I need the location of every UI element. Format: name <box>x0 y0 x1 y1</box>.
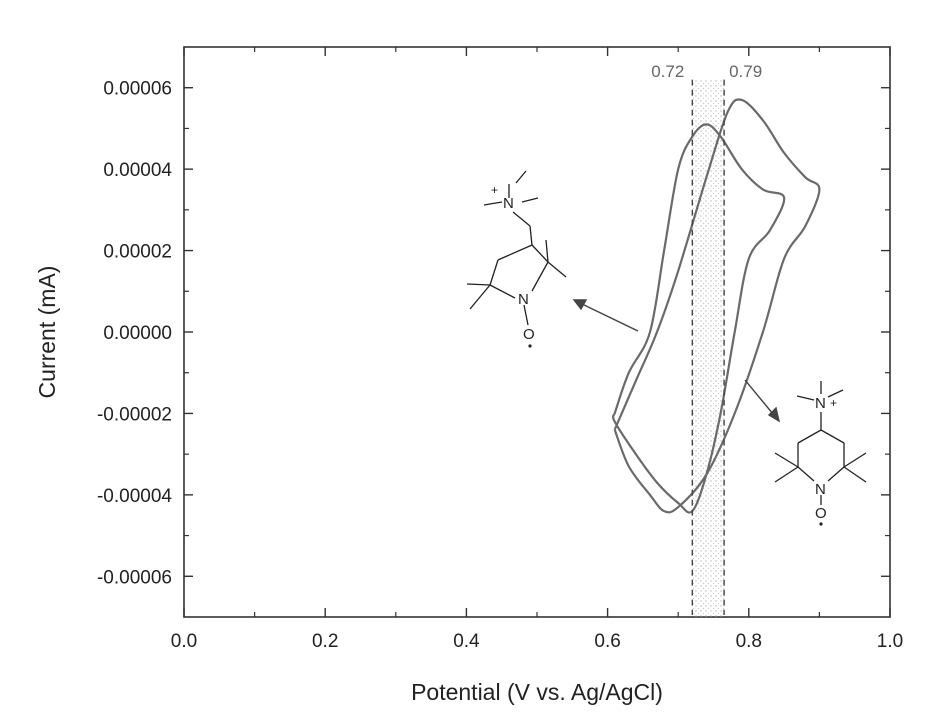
left-n-oxyl-label: N <box>518 291 529 308</box>
x-axis-title: Potential (V vs. Ag/AgCl) <box>411 679 663 705</box>
cv-series-1 <box>612 123 786 514</box>
x-tick-label: 1.0 <box>877 631 903 652</box>
right-oxygen-label: O <box>815 505 827 522</box>
left-oxygen-label: O <box>523 326 535 343</box>
right-radical-dot <box>819 522 823 526</box>
tick-labels: 0.0 0.2 0.4 0.6 0.8 1.0 -0.00006 -0.00004 -0.000… <box>97 79 903 652</box>
axis-ticks <box>183 47 891 617</box>
y-axis-title: Current (mA) <box>34 266 60 399</box>
y-tick-label: 0.00006 <box>103 79 172 100</box>
right-plus-sign: + <box>830 396 837 410</box>
left-radical-dot <box>528 344 532 348</box>
cv-curves <box>612 98 821 514</box>
potential-band <box>692 79 725 618</box>
peak-potential-label: 0.79 <box>729 62 762 81</box>
arrow-to-left-structure <box>572 299 639 332</box>
y-tick-label: 0.00004 <box>103 160 172 181</box>
arrow-to-right-structure <box>744 379 781 423</box>
right-structure <box>774 381 867 505</box>
x-tick-label: 0.6 <box>594 631 620 652</box>
cv-series-2 <box>613 98 821 514</box>
peak-annotations: 0.72 0.79 <box>651 62 762 615</box>
x-tick-label: 0.2 <box>312 631 338 652</box>
y-tick-label: -0.00006 <box>97 567 172 588</box>
right-n-plus-label: N <box>815 395 826 412</box>
y-tick-label: -0.00002 <box>97 404 172 425</box>
x-tick-label: 0.4 <box>453 631 480 652</box>
y-tick-label: -0.00004 <box>97 486 172 507</box>
plot-frame <box>183 46 891 618</box>
left-structure <box>466 170 567 326</box>
potential-band-fill <box>692 79 725 618</box>
right-n-oxyl-label: N <box>815 481 826 498</box>
left-plus-sign: + <box>491 183 498 197</box>
y-tick-label: 0.00000 <box>103 323 172 344</box>
x-tick-label: 0.0 <box>171 631 197 652</box>
y-tick-label: 0.00002 <box>103 242 172 263</box>
left-n-plus-label: N <box>503 195 514 212</box>
peak-potential-label: 0.72 <box>651 62 684 81</box>
x-tick-label: 0.8 <box>736 631 762 652</box>
